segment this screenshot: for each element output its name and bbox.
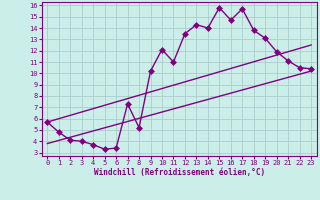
X-axis label: Windchill (Refroidissement éolien,°C): Windchill (Refroidissement éolien,°C) [94, 168, 265, 177]
